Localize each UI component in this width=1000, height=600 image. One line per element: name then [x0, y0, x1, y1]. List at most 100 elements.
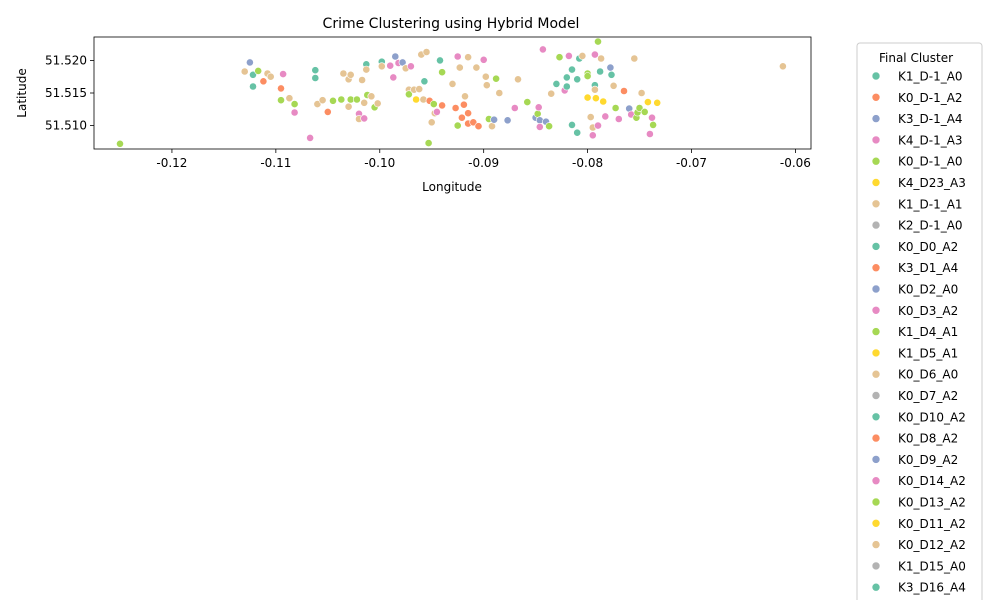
data-point — [552, 80, 561, 88]
data-point — [637, 89, 646, 97]
data-point — [377, 62, 386, 71]
data-point — [339, 69, 348, 78]
data-point — [648, 113, 656, 122]
legend-box — [856, 42, 983, 600]
data-point — [535, 123, 544, 131]
data-point — [436, 56, 444, 65]
legend-label: K0_D11_A2 — [898, 517, 966, 531]
data-point — [620, 87, 628, 95]
data-point — [481, 72, 490, 81]
legend-label: K1_D5_A1 — [898, 346, 958, 360]
data-point — [306, 133, 314, 142]
legend-marker — [871, 220, 881, 230]
legend-label: K4_D-1_A3 — [898, 133, 963, 147]
legend-marker — [871, 178, 881, 187]
data-point — [611, 104, 620, 112]
data-point — [386, 61, 395, 70]
data-point — [337, 95, 346, 104]
legend-marker — [871, 114, 881, 123]
data-point — [609, 81, 618, 90]
legend-label: K0_D7_A2 — [898, 389, 958, 403]
data-point — [601, 112, 610, 121]
legend-marker — [871, 518, 881, 528]
data-point — [606, 63, 615, 72]
data-point — [547, 89, 556, 98]
data-point — [279, 70, 287, 78]
data-point — [362, 65, 371, 74]
x-axis-label: Longitude — [422, 180, 482, 194]
data-point — [464, 53, 472, 62]
legend-title: Final Cluster — [879, 51, 953, 65]
legend-label: K1_D-1_A1 — [898, 197, 963, 211]
legend-label: K0_D6_A0 — [898, 368, 958, 382]
data-point — [461, 92, 469, 101]
data-point — [562, 73, 571, 82]
data-point — [578, 52, 587, 60]
legend-marker — [871, 433, 881, 443]
data-point — [779, 62, 787, 71]
data-point — [249, 70, 257, 79]
legend-marker — [871, 242, 881, 251]
data-point — [596, 67, 604, 76]
data-point — [474, 122, 483, 131]
data-point — [479, 55, 488, 64]
data-point — [240, 67, 249, 76]
data-point — [555, 53, 564, 62]
data-point — [352, 95, 361, 104]
legend-label: K3_D-1_A4 — [898, 112, 963, 126]
legend-marker — [871, 327, 881, 336]
data-point — [367, 92, 376, 101]
data-point — [607, 70, 616, 79]
data-point — [586, 113, 595, 121]
legend-label: K0_D12_A2 — [898, 538, 966, 552]
legend-label: K0_D9_A2 — [898, 453, 958, 467]
data-point — [277, 84, 285, 93]
data-point — [644, 98, 652, 106]
legend-label: K0_D10_A2 — [898, 410, 966, 424]
data-point — [415, 85, 424, 93]
data-point — [464, 109, 472, 118]
legend-marker — [871, 412, 881, 422]
data-point — [568, 121, 576, 129]
legend-label: K1_D4_A1 — [898, 325, 958, 339]
data-point — [646, 130, 654, 138]
legend-marker — [871, 199, 881, 209]
data-point — [420, 77, 429, 86]
data-point — [591, 50, 599, 59]
data-point — [469, 118, 478, 127]
x-tick-label: -0.08 — [572, 156, 603, 170]
data-point — [495, 89, 504, 97]
legend-entries: K1_D-1_A0 K0_D-1_A2 K3_D-1_A4 K4_D-1_A3 K0_D… — [871, 70, 966, 595]
legend: Final Cluster K1_D-1_A0 K0_D-1_A2 K3_D-1_A… — [856, 42, 983, 600]
data-point — [565, 52, 573, 60]
data-point — [329, 96, 337, 105]
x-tick-label: -0.06 — [780, 156, 811, 170]
data-point — [360, 98, 369, 107]
data-point — [534, 103, 543, 112]
data-point — [290, 108, 299, 117]
data-point — [358, 76, 366, 84]
data-point — [503, 116, 512, 125]
legend-label: K4_D23_A3 — [898, 176, 966, 190]
data-point — [539, 45, 547, 54]
data-point — [259, 77, 268, 86]
data-point — [492, 74, 500, 83]
data-point — [323, 108, 332, 116]
legend-marker — [871, 263, 881, 273]
data-point — [249, 82, 257, 91]
data-point — [311, 74, 320, 82]
data-point — [311, 66, 320, 75]
data-point — [583, 93, 592, 102]
legend-marker — [871, 135, 881, 145]
legend-marker — [871, 497, 881, 507]
data-point — [649, 121, 657, 129]
points-layer — [116, 37, 787, 148]
data-point — [640, 108, 649, 116]
data-point — [448, 80, 457, 88]
legend-marker — [871, 93, 881, 102]
y-tick-label: 51.520 — [45, 53, 87, 67]
data-point — [533, 109, 542, 118]
x-tick-label: -0.07 — [676, 156, 707, 170]
data-point — [412, 95, 420, 104]
legend-label: K0_D13_A2 — [898, 496, 966, 510]
